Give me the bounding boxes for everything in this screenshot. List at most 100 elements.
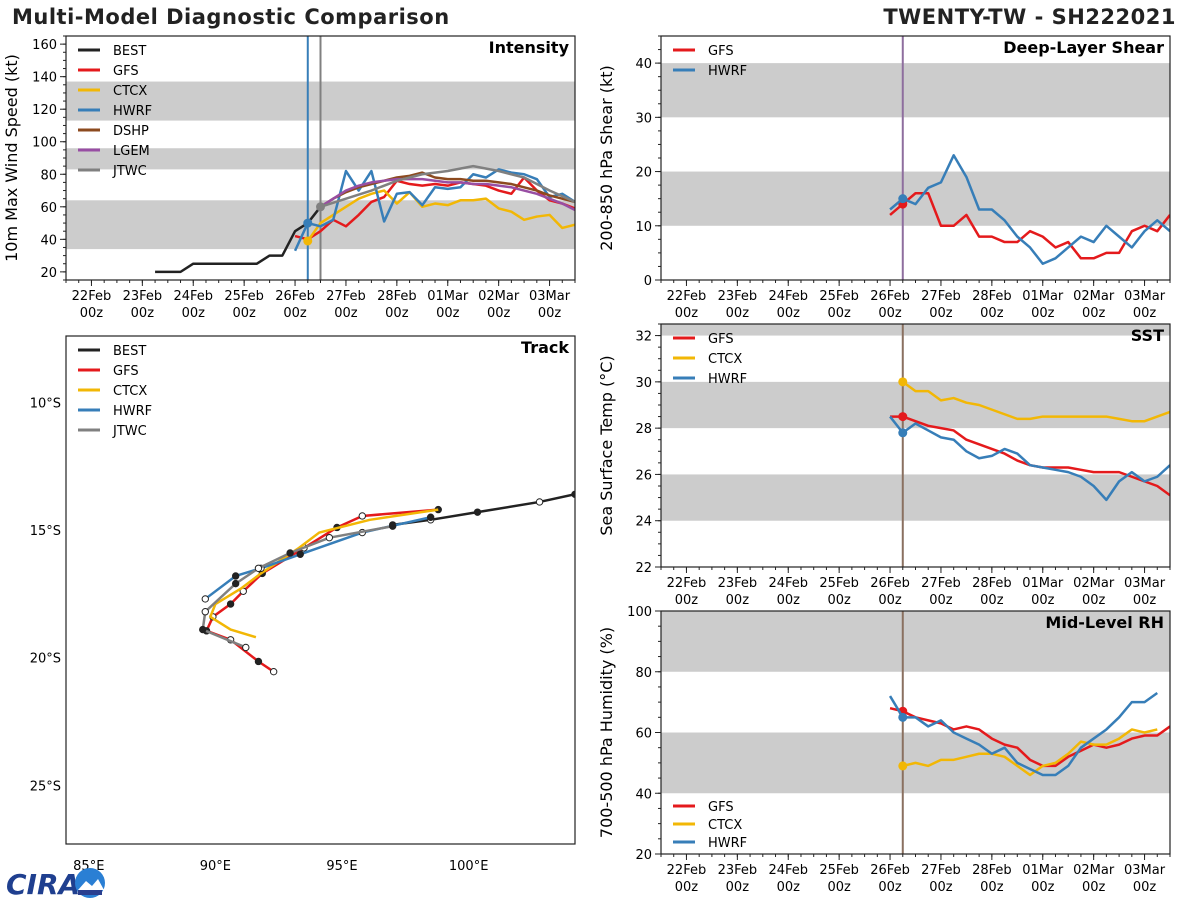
- y-tick-label: 24: [635, 515, 652, 530]
- plot-area: [66, 336, 575, 844]
- plot-frame: [65, 335, 576, 845]
- x-tick-label: 23Feb 00z: [718, 863, 758, 895]
- y-tick-label: 28: [635, 422, 652, 437]
- track-point: [226, 600, 235, 608]
- legend-item-ctcx: CTCX: [78, 84, 147, 99]
- legend-label: GFS: [113, 364, 139, 379]
- y-tick-label: 30: [635, 111, 652, 126]
- plot-area: [661, 324, 1170, 567]
- y-tick-label: 100: [32, 136, 57, 151]
- legend-item-best: BEST: [78, 344, 146, 359]
- legend-label: GFS: [708, 332, 734, 347]
- x-tick-label: 25Feb 00z: [819, 289, 859, 321]
- shear-panel: 22Feb 00z 23Feb 00z 24Feb 00z 25Feb 00z 26Feb 00z…: [597, 35, 1171, 321]
- plot-frame: [660, 610, 1171, 855]
- legend-item-dshp: DSHP: [78, 124, 149, 139]
- y-tick-label: 120: [32, 103, 57, 118]
- series-line-jtwc: [320, 164, 575, 208]
- x-tick-label: 22Feb 00z: [667, 576, 707, 608]
- legend-label: GFS: [708, 800, 734, 815]
- plot-frame: [660, 35, 1171, 281]
- y-tick-label: 40: [635, 57, 652, 72]
- y-axis-label: 10m Max Wind Speed (kt): [2, 54, 21, 262]
- x-tick-label: 02Mar 00z: [1073, 576, 1115, 608]
- x-tick-label: 24Feb 00z: [768, 576, 808, 608]
- x-tick-label: 23Feb 00z: [718, 576, 758, 608]
- track-point: [201, 595, 209, 603]
- series-line-ctcx: [902, 380, 1170, 423]
- series-line-dshp: [319, 171, 575, 208]
- x-tick-label: 22Feb 00z: [667, 289, 707, 321]
- y-tick-label: 80: [40, 168, 57, 183]
- initial-point-ctcx: [898, 377, 908, 387]
- track-point: [254, 657, 263, 666]
- sst-panel: 22Feb 00z 23Feb 00z 24Feb 00z 25Feb 00z 26Feb 00z…: [597, 323, 1171, 608]
- series-line-hwrf: [293, 168, 575, 252]
- x-tick-label: 26Feb 00z: [870, 576, 910, 608]
- lat-tick-label: 20°S: [30, 652, 61, 667]
- x-tick-label: 03Mar 00z: [1124, 576, 1166, 608]
- legend-item-jtwc: JTWC: [78, 164, 147, 179]
- legend-item-ctcx: CTCX: [673, 818, 742, 833]
- legend-item-gfs: GFS: [78, 364, 139, 379]
- series-group: [889, 154, 1170, 265]
- legend-item-hwrf: HWRF: [78, 104, 152, 119]
- lon-tick-label: 90°E: [200, 859, 231, 874]
- track-point: [242, 643, 250, 652]
- y-tick-label: 160: [32, 38, 57, 53]
- x-tick-label: 26Feb 00z: [870, 863, 910, 895]
- shaded-band: [661, 611, 1170, 672]
- rh-panel: 22Feb 00z 23Feb 00z 24Feb 00z 25Feb 00z 26Feb 00z…: [597, 605, 1171, 895]
- lat-tick-label: 10°S: [30, 396, 61, 411]
- legend-label: HWRF: [113, 104, 152, 119]
- track-point: [254, 564, 263, 573]
- series-group: [155, 164, 575, 274]
- svg-text:CIRA: CIRA: [6, 868, 80, 900]
- plot-frame: [660, 323, 1171, 568]
- y-axis-label: Sea Surface Temp (°C): [597, 355, 616, 535]
- y-tick-label: 60: [635, 727, 652, 742]
- x-tick-label: 25Feb 00z: [819, 576, 859, 608]
- y-tick-label: 20: [635, 848, 652, 863]
- x-tick-label: 28Feb 00z: [972, 863, 1012, 895]
- legend-item-gfs: GFS: [673, 332, 734, 347]
- legend-label: HWRF: [708, 372, 747, 387]
- x-tick-label: 23Feb 00z: [718, 289, 758, 321]
- legend-item-gfs: GFS: [673, 44, 734, 59]
- x-tick-label: 03Mar 00z: [1124, 863, 1166, 895]
- legend-label: HWRF: [113, 404, 152, 419]
- x-tick-label: 01Mar 00z: [427, 289, 469, 321]
- y-tick-label: 32: [635, 330, 652, 345]
- legend-item-ctcx: CTCX: [78, 384, 147, 399]
- y-tick-label: 80: [635, 666, 652, 681]
- lat-tick-label: 25°S: [30, 779, 61, 794]
- y-axis-label: 200-850 hPa Shear (kt): [597, 65, 616, 251]
- x-tick-label: 27Feb 00z: [921, 576, 961, 608]
- legend-item-hwrf: HWRF: [673, 836, 747, 851]
- x-tick-label: 25Feb 00z: [224, 289, 264, 321]
- series-line-hwrf: [889, 415, 1170, 502]
- series-group: [199, 490, 575, 676]
- series-line-gfs: [889, 191, 1170, 260]
- y-tick-label: 26: [635, 468, 652, 483]
- x-tick-label: 28Feb 00z: [377, 289, 417, 321]
- x-tick-label: 02Mar 00z: [1073, 289, 1115, 321]
- lat-tick-label: 15°S: [30, 524, 61, 539]
- legend-label: JTWC: [112, 164, 147, 179]
- initial-point-hwrf: [898, 712, 908, 722]
- y-tick-label: 20: [635, 166, 652, 181]
- shaded-band: [661, 324, 1170, 336]
- track-point: [535, 498, 544, 506]
- y-tick-label: 22: [635, 561, 652, 576]
- series-group: [888, 691, 1170, 777]
- shaded-band: [661, 63, 1170, 118]
- legend-item-lgem: LGEM: [78, 144, 150, 159]
- track-point: [296, 550, 304, 558]
- legend-label: CTCX: [113, 384, 147, 399]
- x-tick-label: 26Feb 00z: [275, 289, 315, 321]
- x-tick-label: 27Feb 00z: [326, 289, 366, 321]
- x-tick-label: 03Mar 00z: [1124, 289, 1166, 321]
- track-point: [201, 607, 209, 616]
- legend-item-hwrf: HWRF: [673, 372, 747, 387]
